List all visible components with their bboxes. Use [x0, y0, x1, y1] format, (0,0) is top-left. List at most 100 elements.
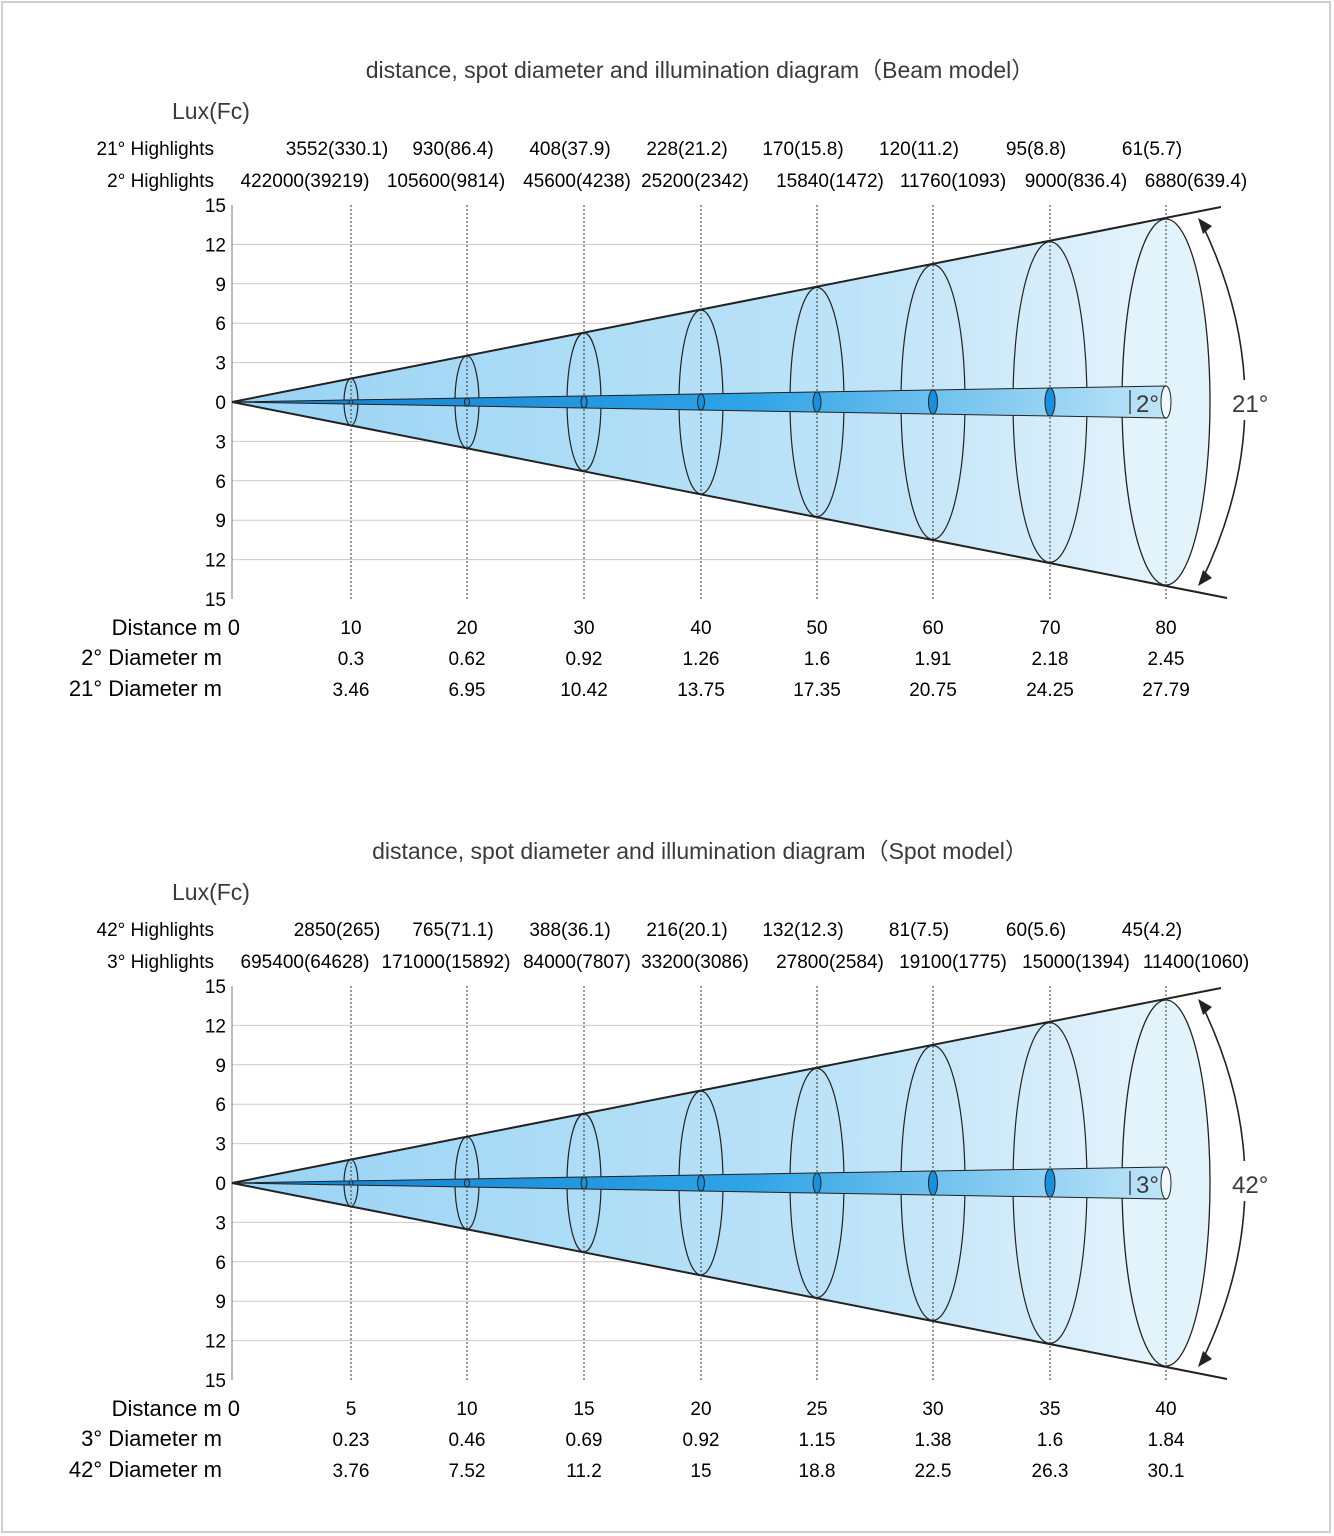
- wide-diameter-value: 24.25: [1026, 680, 1074, 701]
- narrow-diameter-value: 1.26: [683, 649, 720, 670]
- narrow-cross-section: [1044, 1168, 1056, 1198]
- narrow-diameter-value: 0.92: [683, 1430, 720, 1451]
- wide-cone-lower-edge: [231, 1182, 1228, 1380]
- wide-cone-upper-edge: [231, 206, 1222, 403]
- wide-highlight-value: 765(71.1): [412, 920, 493, 941]
- narrow-cross-section: [464, 397, 470, 407]
- narrow-diameter-value: 1.91: [915, 649, 952, 670]
- narrow-diameter-value: 1.84: [1148, 1430, 1185, 1451]
- y-tick-label: 9: [215, 1056, 226, 1077]
- narrow-angle-label: 2°: [1136, 391, 1159, 418]
- y-tick-label: 6: [215, 472, 226, 493]
- narrow-diameter-value: 1.38: [915, 1430, 952, 1451]
- wide-highlight-value: 170(15.8): [762, 139, 843, 160]
- diagram-spot: distance, spot diameter and illumination…: [69, 838, 1276, 1482]
- narrow-highlight-value: 6880(639.4): [1145, 171, 1247, 192]
- distance-value: 5: [346, 1399, 357, 1420]
- distance-label: Distance m 0: [112, 1396, 240, 1421]
- wide-highlight-value: 120(11.2): [879, 139, 959, 160]
- y-tick-label: 6: [215, 1095, 226, 1116]
- narrow-cross-section: [928, 389, 938, 415]
- y-tick-label: 15: [205, 196, 226, 217]
- wide-highlight-value: 930(86.4): [412, 139, 493, 160]
- wide-diameter-value: 6.95: [449, 680, 486, 701]
- narrow-diameter-value: 0.46: [449, 1430, 486, 1451]
- narrow-highlight-value: 19100(1775): [899, 952, 1007, 973]
- narrow-diameter-value: 0.62: [449, 649, 486, 670]
- y-tick-label: 12: [205, 551, 226, 572]
- wide-angle-label-bg: [1226, 1161, 1276, 1201]
- wide-highlight-value: 132(12.3): [762, 920, 843, 941]
- narrow-highlight-value: 45600(4238): [523, 171, 631, 192]
- wide-diameter-value: 11.2: [566, 1461, 602, 1482]
- narrow-highlight-value: 33200(3086): [641, 952, 749, 973]
- diagram-title: distance, spot diameter and illumination…: [366, 57, 1035, 83]
- y-tick-label: 15: [205, 977, 226, 998]
- wide-highlight-value: 45(4.2): [1122, 920, 1182, 941]
- wide-diameter-value: 20.75: [909, 680, 957, 701]
- distance-value: 15: [573, 1399, 594, 1420]
- y-tick-label: 0: [215, 393, 226, 414]
- y-tick-label: 15: [205, 1371, 226, 1392]
- wide-highlight-value: 388(36.1): [529, 920, 610, 941]
- y-tick-label: 6: [215, 314, 226, 335]
- distance-value: 35: [1039, 1399, 1060, 1420]
- narrow-cross-section: [348, 1180, 354, 1186]
- narrow-cross-section: [580, 1176, 588, 1190]
- wide-diameter-value: 17.35: [793, 680, 841, 701]
- wide-diameter-label: 21° Diameter m: [69, 676, 222, 701]
- narrow-highlight-value: 422000(39219): [241, 171, 370, 192]
- wide-diameter-value: 22.5: [915, 1461, 952, 1482]
- narrow-cross-section: [928, 1170, 938, 1196]
- wide-angle-label: 21°: [1232, 391, 1268, 418]
- wide-diameter-value: 10.42: [560, 680, 608, 701]
- narrow-diameter-value: 1.6: [1037, 1430, 1063, 1451]
- narrow-diameter-value: 0.69: [566, 1430, 603, 1451]
- narrow-highlight-value: 105600(9814): [387, 171, 505, 192]
- wide-highlight-value: 228(21.2): [646, 139, 727, 160]
- wide-diameter-label: 42° Diameter m: [69, 1457, 222, 1482]
- narrow-highlights-label: 2° Highlights: [107, 171, 214, 192]
- narrow-highlight-value: 15840(1472): [776, 171, 884, 192]
- narrow-cross-section: [580, 395, 588, 409]
- wide-diameter-value: 3.46: [333, 680, 370, 701]
- wide-highlight-value: 61(5.7): [1122, 139, 1182, 160]
- wide-highlight-value: 216(20.1): [646, 920, 727, 941]
- distance-value: 70: [1039, 618, 1060, 639]
- narrow-beam-end: [1160, 385, 1172, 419]
- narrow-highlight-value: 11400(1060): [1143, 952, 1249, 973]
- wide-highlight-value: 2850(265): [294, 920, 381, 941]
- y-tick-label: 3: [215, 354, 226, 375]
- distance-value: 40: [690, 618, 711, 639]
- wide-diameter-value: 3.76: [333, 1461, 370, 1482]
- distance-value: 30: [573, 618, 594, 639]
- distance-value: 60: [922, 618, 943, 639]
- wide-diameter-value: 7.52: [449, 1461, 486, 1482]
- narrow-highlight-value: 25200(2342): [641, 171, 749, 192]
- diagram-title: distance, spot diameter and illumination…: [372, 838, 1028, 864]
- narrow-highlight-value: 9000(836.4): [1025, 171, 1127, 192]
- distance-value: 30: [922, 1399, 943, 1420]
- wide-highlight-value: 60(5.6): [1006, 920, 1066, 941]
- wide-diameter-value: 26.3: [1032, 1461, 1069, 1482]
- narrow-cross-section: [464, 1178, 470, 1188]
- narrow-diameter-value: 2.18: [1032, 649, 1069, 670]
- y-tick-label: 3: [215, 1213, 226, 1234]
- wide-diameter-value: 27.79: [1142, 680, 1190, 701]
- y-tick-label: 15: [205, 590, 226, 611]
- narrow-cross-section: [812, 391, 822, 413]
- distance-value: 10: [340, 618, 361, 639]
- narrow-highlight-value: 171000(15892): [382, 952, 511, 973]
- narrow-highlight-value: 695400(64628): [241, 952, 370, 973]
- narrow-diameter-label: 2° Diameter m: [81, 645, 222, 670]
- wide-angle-label: 42°: [1232, 1172, 1268, 1199]
- narrow-highlight-value: 15000(1394): [1022, 952, 1130, 973]
- narrow-highlights-label: 3° Highlights: [107, 952, 214, 973]
- y-tick-label: 12: [205, 1332, 226, 1353]
- distance-value: 50: [806, 618, 827, 639]
- wide-diameter-value: 30.1: [1148, 1461, 1185, 1482]
- distance-value: 10: [456, 1399, 477, 1420]
- narrow-diameter-label: 3° Diameter m: [81, 1426, 222, 1451]
